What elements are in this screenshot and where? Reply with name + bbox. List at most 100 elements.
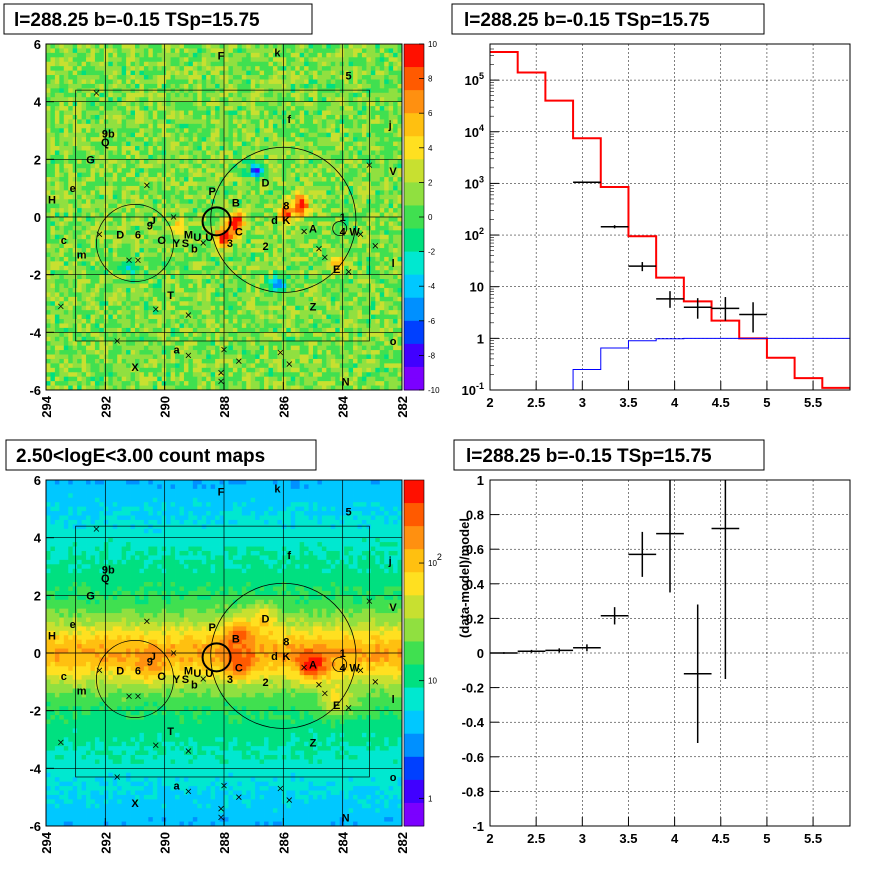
map-cell	[290, 248, 296, 253]
map-cell	[241, 230, 247, 236]
map-cell	[379, 83, 385, 89]
map-cell	[157, 310, 163, 315]
map-cell	[166, 279, 171, 284]
map-cell	[139, 44, 145, 49]
map-cell	[290, 168, 296, 174]
map-cell	[68, 217, 74, 222]
map-cell	[50, 194, 56, 200]
map-cell	[326, 132, 332, 138]
map-cell	[192, 265, 198, 271]
map-cell	[161, 301, 167, 307]
map-cell	[339, 305, 345, 311]
map-cell	[188, 181, 194, 187]
map-cell	[192, 150, 198, 156]
map-cell	[117, 44, 123, 49]
map-cell	[286, 177, 292, 182]
map-cell	[183, 137, 189, 142]
map-cell	[397, 70, 403, 76]
map-cell	[63, 141, 69, 147]
map-cell	[272, 132, 278, 138]
map-cell	[179, 212, 185, 218]
map-cell	[393, 185, 398, 191]
map-cell	[152, 274, 158, 280]
map-cell	[353, 163, 358, 169]
map-cell	[295, 217, 301, 222]
map-cell	[152, 172, 158, 178]
map-cell	[121, 101, 127, 107]
map-cell	[183, 66, 189, 72]
map-cell	[86, 248, 91, 253]
map-cell	[161, 243, 167, 249]
map-cell	[94, 292, 100, 298]
map-cell	[339, 70, 345, 76]
map-cell	[286, 88, 292, 94]
map-cell	[366, 185, 372, 191]
map-cell	[232, 305, 238, 311]
map-cell	[161, 283, 167, 289]
map-cell	[259, 79, 265, 85]
map-cell	[237, 208, 243, 213]
map-cell	[59, 83, 65, 89]
map-cell	[157, 221, 163, 227]
map-cell	[201, 106, 207, 111]
map-cell	[72, 66, 78, 72]
map-cell	[388, 203, 394, 209]
map-cell	[277, 132, 283, 138]
map-cell	[188, 52, 194, 58]
map-cell	[259, 44, 265, 49]
map-cell	[299, 270, 305, 276]
map-cell	[277, 114, 283, 120]
map-cell	[81, 274, 87, 280]
map-cell	[90, 57, 96, 63]
map-cell	[206, 248, 212, 253]
map-cell	[46, 194, 51, 200]
map-cell	[344, 301, 349, 307]
map-cell	[192, 261, 198, 267]
map-cell	[201, 57, 207, 63]
map-cell	[357, 243, 363, 249]
map-cell	[152, 52, 158, 58]
map-cell	[72, 270, 78, 276]
map-cell	[393, 181, 398, 187]
map-cell	[170, 150, 176, 156]
map-cell	[388, 79, 394, 85]
map-cell	[175, 159, 180, 165]
map-cell	[299, 172, 305, 178]
map-cell	[268, 114, 274, 120]
map-cell	[317, 172, 323, 178]
map-cell	[224, 92, 229, 98]
map-cell	[166, 61, 171, 67]
map-cell	[188, 119, 194, 125]
map-cell	[366, 114, 372, 120]
map-cell	[246, 177, 252, 182]
map-cell	[90, 208, 96, 213]
map-cell	[286, 279, 292, 284]
map-cell	[166, 185, 171, 191]
map-cell	[326, 203, 332, 209]
map-cell	[384, 150, 390, 156]
map-cell	[259, 75, 265, 80]
map-cell	[99, 243, 105, 249]
map-cell	[357, 163, 363, 169]
map-cell	[108, 225, 114, 231]
map-cell	[313, 106, 318, 111]
map-cell	[201, 279, 207, 284]
map-cell	[139, 128, 145, 134]
map-cell	[99, 177, 105, 182]
map-cell	[397, 181, 403, 187]
map-cell	[384, 203, 390, 209]
map-cell	[286, 137, 292, 142]
map-cell	[135, 154, 140, 160]
map-cell	[264, 88, 269, 94]
map-cell	[370, 83, 376, 89]
map-cell	[188, 172, 194, 178]
map-cell	[246, 146, 252, 151]
map-cell	[250, 163, 256, 169]
map-cell	[241, 146, 247, 151]
map-cell	[50, 305, 56, 311]
map-cell	[268, 97, 274, 103]
map-cell	[50, 83, 56, 89]
map-cell	[215, 61, 220, 67]
map-cell	[130, 44, 136, 49]
map-cell	[237, 44, 243, 49]
